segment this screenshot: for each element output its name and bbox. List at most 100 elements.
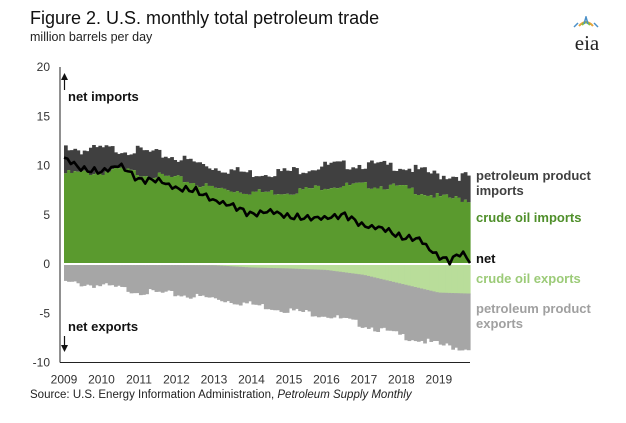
product-exports-bar [179, 265, 184, 297]
product-exports-bar [176, 265, 181, 296]
crude-exports-bar [457, 265, 462, 295]
product-imports-bar [79, 154, 84, 172]
product-imports-bar [426, 172, 430, 196]
product-imports-bar [204, 166, 209, 184]
y-tick-label: 5 [43, 208, 50, 222]
crude-imports-bar [457, 197, 462, 264]
crude-imports-bar [304, 187, 309, 264]
crude-exports-bar [407, 265, 412, 287]
product-imports-bar [192, 161, 196, 184]
chart-title: Figure 2. U.S. monthly total petroleum t… [30, 8, 380, 28]
x-tick-label: 2010 [88, 373, 115, 387]
product-exports-bar [363, 275, 368, 328]
product-exports-bar [163, 264, 168, 292]
product-exports-bar [445, 292, 449, 344]
crude-imports-bar [129, 169, 134, 264]
product-imports-bar [176, 161, 181, 176]
crude-imports-bar [326, 189, 331, 264]
crude-imports-bar [385, 189, 390, 264]
product-exports-bar [423, 289, 427, 344]
crude-exports-bar [338, 265, 343, 273]
crude-imports-bar [407, 188, 412, 264]
product-imports-bar [332, 161, 337, 188]
product-imports-bar [195, 162, 199, 186]
crude-imports-bar [398, 185, 402, 264]
crude-imports-bar [335, 188, 340, 264]
product-exports-bar [457, 293, 462, 351]
product-exports-bar [251, 267, 256, 305]
crude-imports-bar [201, 186, 206, 264]
legend-product-imports-line1: petroleum product [476, 168, 592, 183]
product-imports-bar [101, 147, 106, 175]
product-exports-bar [295, 268, 299, 309]
crude-exports-bar [385, 265, 390, 282]
crude-exports-bar [348, 265, 352, 274]
product-imports-bar [288, 170, 293, 195]
product-exports-bar [142, 264, 146, 295]
product-exports-bar [213, 265, 218, 299]
product-imports-bar [120, 153, 124, 168]
crude-imports-bar [110, 169, 115, 264]
crude-imports-bar [176, 175, 181, 264]
crude-exports-bar [260, 265, 265, 269]
product-imports-bar [70, 150, 74, 173]
product-exports-bar [238, 266, 243, 306]
crude-imports-bar [67, 170, 71, 264]
crude-exports-bar [410, 265, 415, 288]
crude-exports-bar [257, 265, 262, 269]
crude-imports-bar [135, 175, 140, 264]
y-tick-label: -10 [33, 356, 51, 370]
product-imports-bar [310, 170, 315, 189]
product-imports-bar [157, 149, 162, 173]
crude-exports-bar [226, 265, 231, 268]
product-exports-bar [98, 264, 103, 287]
crude-exports-bar [329, 265, 334, 272]
crude-imports-bar [92, 174, 96, 264]
source-publication: Petroleum Supply Monthly [277, 389, 412, 401]
crude-exports-bar [267, 265, 271, 269]
x-tick-label: 2016 [313, 373, 340, 387]
crude-imports-bar [163, 175, 168, 264]
product-imports-bar [104, 145, 109, 172]
product-imports-bar [167, 158, 171, 176]
crude-exports-bar [276, 265, 281, 270]
crude-exports-bar [245, 265, 249, 269]
crude-imports-bar [173, 176, 178, 264]
product-exports-bar [79, 264, 84, 287]
crude-exports-bar [310, 265, 315, 271]
product-exports-bar [432, 291, 437, 342]
product-exports-bar [201, 265, 206, 296]
crude-imports-bar [142, 176, 146, 264]
product-exports-bar [242, 266, 246, 303]
x-tick-label: 2013 [201, 373, 228, 387]
up-arrow-icon [61, 73, 68, 80]
crude-imports-bar [117, 168, 121, 264]
product-exports-bar [429, 290, 434, 342]
product-imports-bar [179, 160, 184, 177]
net-trade-line [63, 156, 472, 266]
crude-imports-bar [145, 176, 149, 264]
product-imports-bar [423, 167, 427, 196]
crude-imports-bar [410, 187, 415, 264]
product-imports-bar [135, 145, 140, 176]
crude-imports-bar [432, 197, 437, 264]
crude-imports-bar [332, 187, 337, 264]
crude-imports-bar [223, 188, 227, 264]
crude-exports-bar [295, 265, 299, 270]
product-exports-bar [73, 264, 78, 282]
x-tick-label: 2018 [388, 373, 415, 387]
product-exports-bar [466, 293, 471, 351]
crude-imports-bar [441, 194, 446, 264]
product-imports-bar [457, 180, 462, 198]
product-exports-bar [316, 269, 321, 318]
product-exports-bar [220, 265, 224, 302]
crude-exports-bar [432, 265, 437, 293]
crude-exports-bar [320, 265, 324, 271]
crude-exports-bar [382, 265, 387, 281]
product-imports-bar [357, 164, 362, 183]
product-imports-bar [401, 169, 406, 186]
product-imports-bar [113, 152, 118, 167]
product-exports-bar [341, 272, 346, 318]
product-exports-bar [95, 264, 99, 286]
